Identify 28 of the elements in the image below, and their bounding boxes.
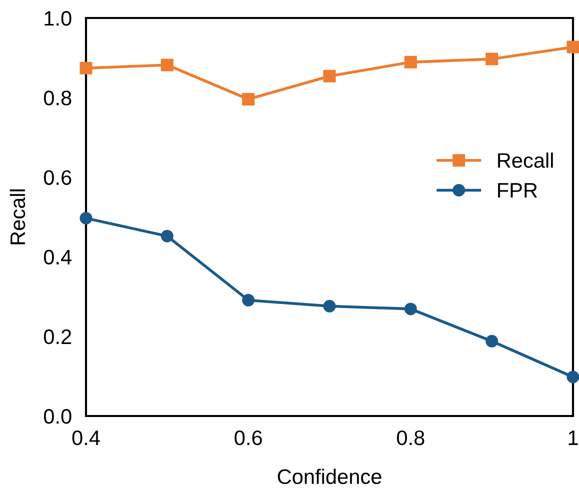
x-tick-label: 0.4 [72, 430, 100, 446]
point [566, 370, 579, 384]
y-tick-label: 0.2 [44, 329, 72, 344]
y-tick-label: 0.4 [44, 250, 72, 265]
point [404, 302, 417, 316]
point [323, 300, 336, 312]
point [486, 52, 498, 66]
x-axis-title: Confidence [278, 468, 382, 484]
point [160, 58, 174, 72]
point [566, 40, 579, 54]
point [242, 294, 255, 306]
point [323, 70, 336, 82]
y-axis-title: Recall [10, 189, 26, 244]
y-tick-label: 1.0 [44, 11, 72, 26]
point [486, 334, 498, 348]
x-tick-label: 0.6 [234, 430, 262, 446]
point [160, 230, 174, 242]
x-tick-label: 0.8 [397, 430, 424, 446]
y-tick-label: 0.0 [44, 409, 72, 424]
y-tick-label: 0.8 [44, 90, 72, 106]
point [80, 62, 92, 74]
point [404, 56, 417, 68]
point [80, 212, 92, 224]
legend-label: Recall [498, 152, 553, 168]
legend-label: FPR [498, 183, 538, 198]
y-tick-label: 0.6 [44, 170, 72, 185]
point [242, 92, 255, 106]
x-tick-label: 1 [568, 430, 578, 445]
